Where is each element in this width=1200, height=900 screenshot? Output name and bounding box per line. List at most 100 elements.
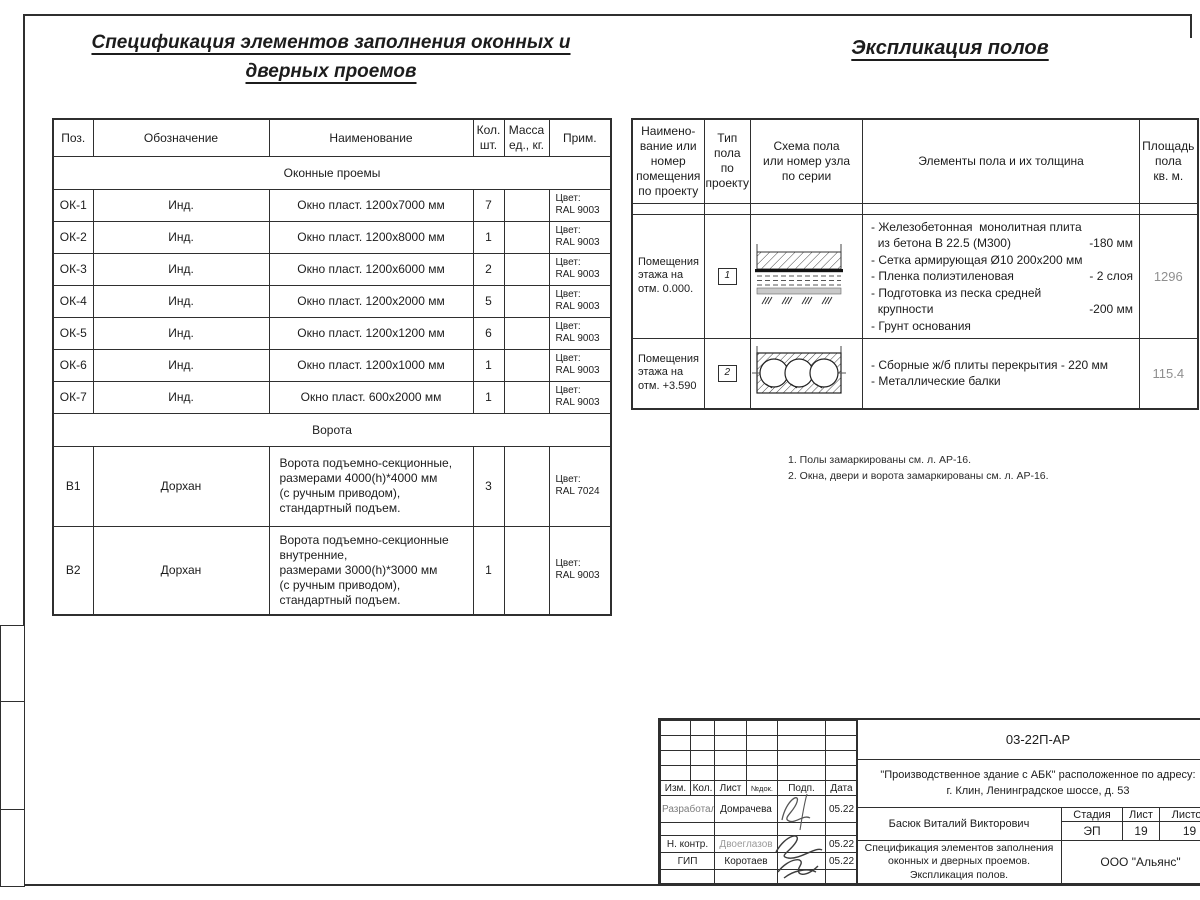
spec-cell-note: Цвет: RAL 9003 <box>548 284 612 318</box>
header-izm: Изм. <box>660 780 691 796</box>
spec-cell-mass <box>503 445 550 527</box>
spec-cell-designation: Дорхан <box>92 445 270 527</box>
spec-cell-name: Окно пласт. 1200х7000 мм <box>268 188 474 222</box>
floor-element-line: - Металлические балки <box>871 374 1001 389</box>
floors-header-room: Наимено- вание или номер помещения по пр… <box>631 118 705 204</box>
spec-cell-pos: В2 <box>52 525 94 615</box>
spec-cell-pos: В1 <box>52 445 94 527</box>
spec-cell-pos: ОК-1 <box>52 188 94 222</box>
spec-header-designation: Обозначение <box>92 118 270 157</box>
spec-item-row: ОК-4 Инд. Окно пласт. 1200х2000 мм 5 Цвет: R… <box>52 284 612 318</box>
spec-cell-mass <box>503 316 550 350</box>
floors-cell-elements: - Железобетонная монолитная плита из бет… <box>862 213 1141 339</box>
spec-section-row: Оконные проемы <box>52 155 612 190</box>
sig-date: 05.22 <box>825 835 858 853</box>
frame-edge-box <box>0 625 25 704</box>
frame-bottom-border <box>0 884 1200 886</box>
header-list: Лист <box>714 780 747 796</box>
spec-section-label: Ворота <box>52 412 612 447</box>
floor-element-line: - Сборные ж/б плиты перекрытия - 220 мм <box>871 357 1109 372</box>
spec-cell-qty: 3 <box>472 445 505 527</box>
floors-row: Помещения этажа на отм. +3.590 2 - Сборные… <box>631 338 1199 409</box>
spec-cell-mass <box>503 188 550 222</box>
spec-table: Поз. Обозначение Наименование Кол. шт. М… <box>52 118 612 616</box>
spec-cell-qty: 1 <box>472 525 505 615</box>
floors-header-elements: Элементы пола и их толщина <box>862 118 1141 204</box>
sig-role: Н. контр. <box>660 835 715 853</box>
spec-cell-mass <box>503 525 550 615</box>
spec-cell-name: Окно пласт. 1200х2000 мм <box>268 284 474 318</box>
sig-name: Домрачева <box>714 795 778 823</box>
spec-cell-note: Цвет: RAL 9003 <box>548 316 612 350</box>
spec-title-line2: дверных проемов <box>245 61 417 83</box>
sig-role: ГИП <box>660 852 715 870</box>
spec-header-row: Поз. Обозначение Наименование Кол. шт. М… <box>52 118 612 157</box>
spec-section-label: Оконные проемы <box>52 155 612 190</box>
spec-table-title: Спецификация элементов заполнения оконны… <box>52 28 610 87</box>
spec-cell-designation: Инд. <box>92 188 270 222</box>
spec-item-row: ОК-2 Инд. Окно пласт. 1200х8000 мм 1 Цвет: R… <box>52 220 612 254</box>
floors-table-title: Экспликация полов <box>800 33 1100 64</box>
floors-title-text: Экспликация полов <box>851 37 1049 59</box>
floor-element-line: - Грунт основания <box>871 318 971 333</box>
floor-type-badge: 2 <box>717 365 737 383</box>
spec-cell-designation: Инд. <box>92 252 270 286</box>
floor-type-badge: 1 <box>717 268 737 286</box>
spec-cell-qty: 1 <box>472 348 505 382</box>
floors-cell-area: 115.4 <box>1139 338 1199 409</box>
supervisor-name: Басюк Виталий Викторович <box>856 807 1062 841</box>
floors-cell-room: Помещения этажа на отм. 0.000. <box>631 213 705 339</box>
hollow-core-slab-diagram <box>752 346 847 394</box>
sheet-notes: 1. Полы замаркированы см. л. АР-16. 2. Ок… <box>788 452 1049 485</box>
spec-cell-designation: Инд. <box>92 284 270 318</box>
sig-role: Разработал <box>660 795 715 823</box>
floors-header-row: Наимено- вание или номер помещения по пр… <box>631 118 1199 204</box>
spec-cell-name: Ворота подъемно-секционные, размерами 40… <box>268 445 474 527</box>
spec-cell-designation: Инд. <box>92 220 270 254</box>
frame-edge-box <box>0 701 25 812</box>
spec-cell-name: Окно пласт. 1200х1200 мм <box>268 316 474 350</box>
sheets-total-label: Листов <box>1159 807 1200 822</box>
spec-cell-pos: ОК-6 <box>52 348 94 382</box>
floors-cell-area: 1296 <box>1139 213 1199 339</box>
company-name: ООО "Альянс" <box>1061 840 1200 884</box>
spec-cell-qty: 1 <box>472 220 505 254</box>
signature-row-ncontrol: Н. контр. Двоеглазов 05.22 <box>660 835 858 853</box>
spec-cell-designation: Инд. <box>92 348 270 382</box>
spec-title-line1: Спецификация элементов заполнения оконны… <box>91 32 571 53</box>
floors-cell-room: Помещения этажа на отм. +3.590 <box>631 338 705 409</box>
spec-cell-note: Цвет: RAL 9003 <box>548 380 612 414</box>
frame-left-border <box>23 14 25 885</box>
sheet-note-line: 2. Окна, двери и ворота замаркированы см… <box>788 470 1049 483</box>
document-code: 03-22П-АР <box>856 719 1200 760</box>
floors-spacer-row <box>631 202 1199 215</box>
header-kol: Кол. <box>690 780 715 796</box>
floors-table-body: Помещения этажа на отм. 0.000. 1 - Железоб… <box>631 213 1199 409</box>
floors-cell-scheme <box>750 338 864 409</box>
floors-header-scheme: Схема пола или номер узла по серии <box>750 118 864 204</box>
stage-label: Стадия <box>1061 807 1123 822</box>
title-block-signature-grid: Изм. Кол. Лист №док. Подп. Дата Разработ… <box>660 720 858 886</box>
sig-name: Коротаев <box>714 852 778 870</box>
sig-name: Двоеглазов <box>714 835 778 853</box>
spec-item-row: ОК-5 Инд. Окно пласт. 1200х1200 мм 6 Цвет: R… <box>52 316 612 350</box>
spec-cell-mass <box>503 348 550 382</box>
floor-element-line: - Железобетонная монолитная плита <box>871 219 1082 234</box>
spec-cell-note: Цвет: RAL 9003 <box>548 252 612 286</box>
spec-item-row: ОК-1 Инд. Окно пласт. 1200х7000 мм 7 Цвет: R… <box>52 188 612 222</box>
spec-item-row: ОК-3 Инд. Окно пласт. 1200х6000 мм 2 Цвет: R… <box>52 252 612 286</box>
spec-cell-mass <box>503 252 550 286</box>
frame-edge-box <box>0 809 25 887</box>
spec-cell-name: Окно пласт. 1200х1000 мм <box>268 348 474 382</box>
spec-cell-qty: 2 <box>472 252 505 286</box>
signature-row-developer: Разработал Домрачева 05.22 <box>660 795 858 823</box>
floors-cell-type: 2 <box>703 338 752 409</box>
spec-cell-name: Окно пласт. 1200х8000 мм <box>268 220 474 254</box>
spec-cell-qty: 1 <box>472 380 505 414</box>
title-block: Изм. Кол. Лист №док. Подп. Дата Разработ… <box>658 718 1200 886</box>
spec-cell-designation: Дорхан <box>92 525 270 615</box>
floors-header-type: Тип пола по проекту <box>703 118 752 204</box>
floor-element-line: из бетона В 22.5 (М300) -180 мм <box>871 236 1134 250</box>
spec-cell-qty: 7 <box>472 188 505 222</box>
